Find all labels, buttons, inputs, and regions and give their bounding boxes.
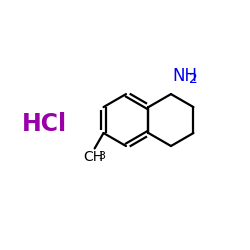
Text: CH: CH — [83, 150, 103, 164]
Text: 3: 3 — [98, 151, 105, 161]
Text: NH: NH — [172, 67, 197, 85]
Text: HCl: HCl — [22, 112, 67, 136]
Text: 2: 2 — [189, 72, 198, 86]
